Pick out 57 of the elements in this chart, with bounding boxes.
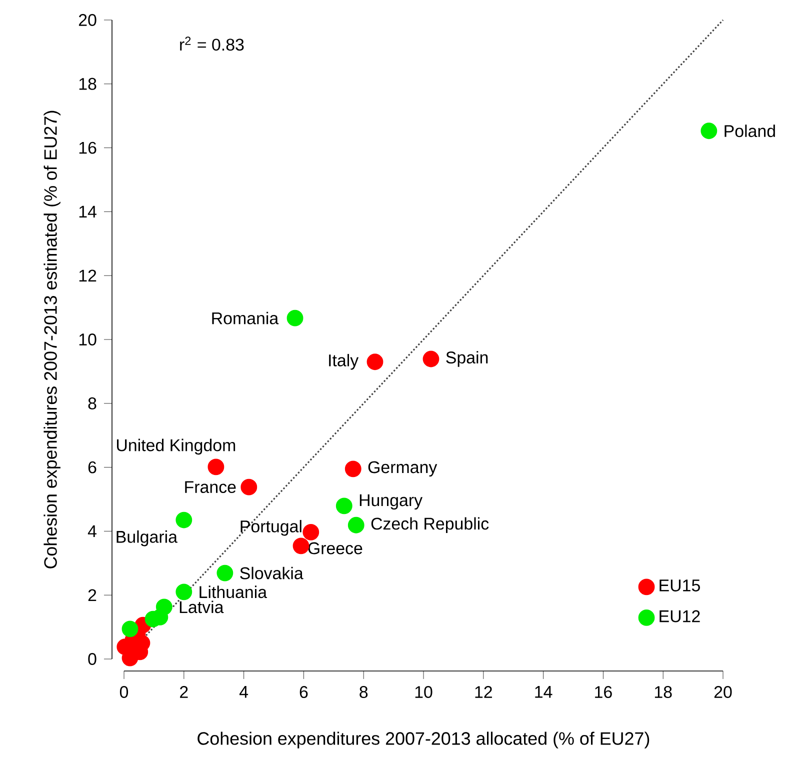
- y-tick-label: 14: [79, 206, 96, 218]
- y-tick-label: 8: [88, 397, 96, 410]
- x-tick-label: 2: [180, 686, 188, 698]
- point: [700, 122, 718, 140]
- y-tick-label: 10: [79, 334, 96, 346]
- annotation: Lithuania: [200, 586, 268, 598]
- y-tick-label: 2: [88, 589, 96, 602]
- x-axis-title: Cohesion expenditures 2007-2013 allocated (% of EU27): [198, 732, 650, 748]
- annotation: United Kingdom: [117, 438, 236, 455]
- annotation: Romania: [212, 312, 279, 324]
- x-tick-label: 8: [360, 686, 368, 698]
- annotation: Bulgaria: [116, 530, 178, 546]
- point: [366, 354, 384, 370]
- point: [292, 538, 310, 554]
- legend-label: EU12: [660, 610, 700, 622]
- annotation: Latvia: [180, 600, 224, 614]
- y-tick-label: 20: [78, 14, 96, 26]
- x-tick-label: 18: [654, 686, 672, 698]
- point: [336, 498, 352, 514]
- y-tick-label: 4: [88, 525, 96, 538]
- legend-label: EU15: [660, 580, 700, 592]
- annotation: France: [185, 481, 236, 494]
- annotation: Germany: [368, 461, 438, 477]
- point: [176, 512, 192, 528]
- x-tick-label: 14: [535, 686, 552, 698]
- point: [122, 620, 138, 638]
- x-tick-label: 10: [415, 686, 432, 698]
- x-tick-label: 20: [714, 686, 732, 698]
- annotation: r$^{2}$ = 0.83: [180, 36, 244, 51]
- point: [286, 310, 304, 326]
- point: [348, 516, 364, 534]
- annotation: Spain: [446, 351, 488, 367]
- x-tick-label: 0: [120, 686, 128, 698]
- x-tick-label: 6: [300, 686, 308, 698]
- annotation: Portugal: [240, 520, 302, 536]
- annotation: Czech Republic: [371, 517, 489, 534]
- y-tick-label: 18: [79, 78, 96, 90]
- annotation: Poland: [724, 124, 775, 138]
- point: [216, 564, 234, 582]
- annotation: Italy: [329, 354, 359, 370]
- annotation: Hungary: [360, 494, 423, 510]
- point: [344, 460, 362, 478]
- point: [302, 524, 320, 540]
- point: [208, 458, 224, 476]
- x-tick-label: 16: [595, 686, 612, 698]
- y-axis-title: Cohesion expenditures 2007-2013 estimated (% of EU27): [44, 110, 60, 568]
- point: [422, 350, 440, 368]
- annotation: Greece: [308, 542, 362, 554]
- y-tick-label: 12: [79, 270, 96, 282]
- point: [176, 584, 192, 600]
- point: [240, 478, 258, 496]
- y-tick-label: 16: [79, 142, 96, 154]
- y-tick-label: 6: [88, 461, 96, 474]
- y-tick-label: 0: [88, 653, 96, 665]
- annotation: Slovakia: [240, 566, 304, 580]
- x-tick-label: 12: [475, 686, 492, 698]
- x-tick-label: 4: [239, 686, 248, 698]
